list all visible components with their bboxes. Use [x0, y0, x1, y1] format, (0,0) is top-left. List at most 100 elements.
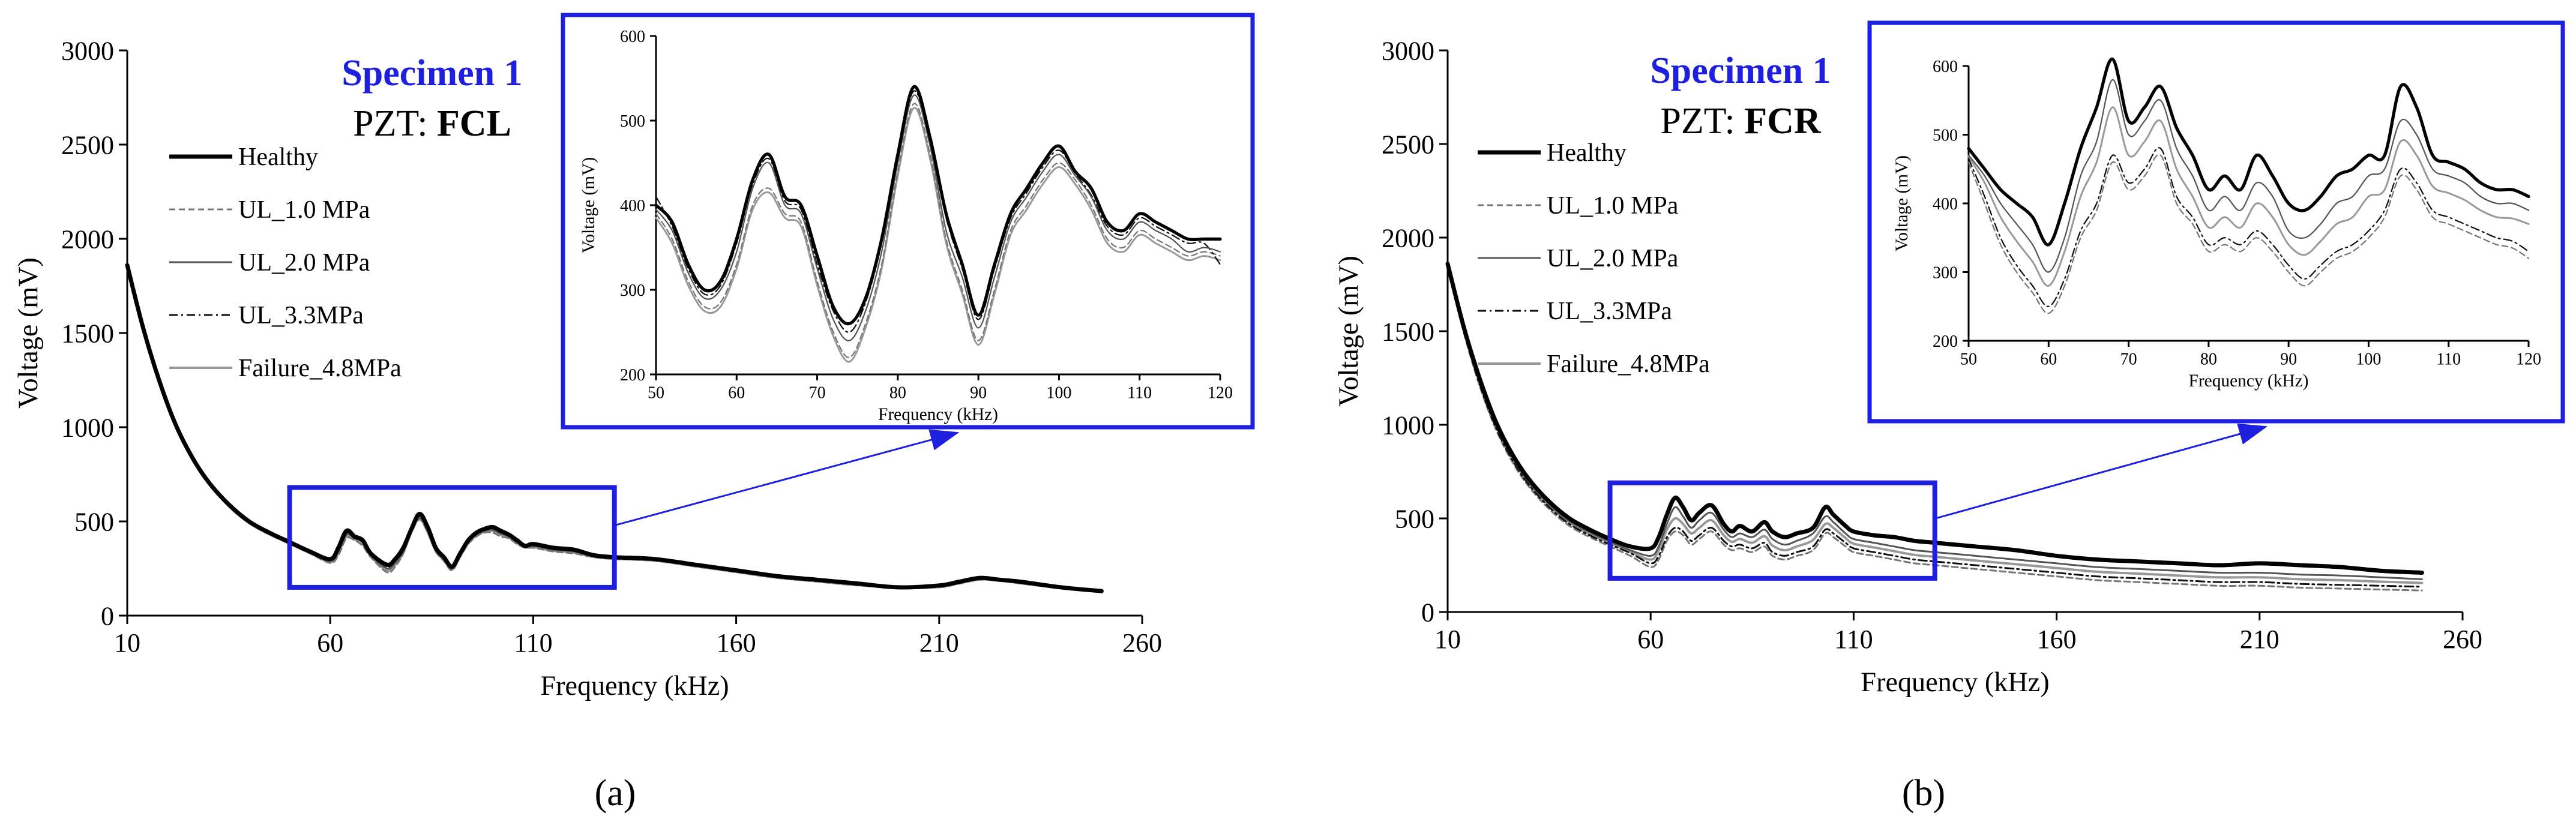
panel-a-inset-x-tick-label: 90	[970, 383, 987, 402]
panel-b-x-tick-label: 10	[1434, 625, 1461, 654]
panel-b-y-tick-label: 3000	[1382, 36, 1434, 65]
panel-b-pzt-name: FCR	[1744, 101, 1822, 142]
panel-b-x-axis-label: Frequency (kHz)	[1861, 667, 2049, 697]
panel-a-inset-y-tick-label: 600	[620, 28, 645, 46]
panel-b-legend-label: Healthy	[1547, 139, 1627, 167]
panel-b-series-failure-4-8mpa	[1446, 264, 2424, 584]
panel-b-legend-label: Failure_4.8MPa	[1547, 350, 1710, 378]
panel-a-pzt-prefix: PZT:	[353, 103, 437, 144]
panel-b-x-tick-label: 60	[1637, 625, 1664, 654]
panel-a-inset-plot: 50 60 70 80 90 100 110 120 200 300 400 500 600 Freque…	[561, 13, 1255, 430]
panel-a-inset-x-tick-label: 80	[889, 383, 906, 402]
panel-b-series-ul-1-0-mpa	[1446, 266, 2423, 592]
panel-b-legend-label: UL_2.0 MPa	[1547, 245, 1679, 272]
panel-b: 10 60 110 160 210 260 0 500 1000 1500 2000 2500 3000…	[1333, 20, 2565, 814]
panel-a-inset-y-tick-label: 400	[620, 197, 645, 215]
panel-a-caption: (a)	[595, 773, 636, 814]
panel-a-legend-label: UL_2.0 MPa	[238, 249, 370, 277]
panel-a-main-plot: 10 60 110 160 210 260 0 500 1000 1500 2000 2500 3000…	[13, 36, 1162, 701]
panel-b-inset-x-tick-label: 50	[1960, 350, 1977, 368]
panel-a-y-tick-label: 1000	[61, 413, 114, 442]
panel-a-pzt-title: PZT: FCL	[353, 103, 511, 144]
panel-b-zoom-highlight-box	[1607, 480, 1937, 581]
panel-a-inset-x-tick-label: 50	[648, 383, 664, 402]
panel-a-inset-x-axis-label: Frequency (kHz)	[878, 405, 998, 424]
panel-b-series-ul-2-0-mpa	[1446, 263, 2423, 580]
panel-a-y-tick-label: 0	[101, 601, 114, 631]
panel-b-inset-series-ul-2-0-mpa	[1967, 79, 2530, 273]
panel-a-zoom-connector-arrow	[614, 429, 960, 527]
panel-a-x-tick-label: 160	[717, 628, 756, 658]
panel-b-x-tick-label: 110	[1834, 625, 1873, 654]
panel-b-main-plot: 10 60 110 160 210 260 0 500 1000 1500 2000 2500 3000…	[1333, 36, 2482, 697]
panel-a-inset-x-tick-label: 70	[809, 383, 826, 402]
panel-b-legend: Healthy UL_1.0 MPa UL_2.0 MPa UL_3.3MPa Fail…	[1478, 139, 1710, 378]
panel-a-y-axis-label: Voltage (mV)	[13, 257, 43, 409]
panel-b-inset-y-tick-label: 500	[1933, 126, 1958, 145]
panel-a-y-tick-label: 2500	[61, 130, 114, 160]
panel-a-y-tick-label: 3000	[61, 36, 114, 65]
panel-a-inset-series-ul-1-0-mpa	[655, 103, 1221, 358]
panel-a: 10 60 110 160 210 260 0 500 1000 1500 2000 2500 3000…	[13, 13, 1255, 814]
panel-b-inset-y-tick-label: 300	[1933, 263, 1958, 282]
panel-b-inset-x-tick-label: 100	[2356, 350, 2381, 368]
panel-a-x-tick-label: 260	[1122, 628, 1162, 658]
panel-a-inset-x-tick-label: 110	[1127, 383, 1152, 402]
panel-b-inset-series-healthy	[1967, 57, 2530, 247]
panel-b-y-tick-label: 1500	[1382, 317, 1434, 346]
panel-a-caption-text: (a)	[595, 773, 636, 814]
panel-b-x-tick-label: 210	[2240, 625, 2280, 654]
panel-b-inset-y-tick-label: 400	[1933, 195, 1958, 214]
panel-b-caption-text: (b)	[1902, 773, 1945, 814]
panel-b-inset-plot: 50 60 70 80 90 100 110 120 200 300 400 500 600 Freque…	[1867, 20, 2565, 424]
panel-b-series-ul-3-3mpa	[1446, 265, 2423, 588]
panel-a-x-tick-label: 60	[317, 628, 343, 658]
panel-a-x-tick-label: 110	[514, 628, 552, 658]
panel-b-legend-label: UL_3.3MPa	[1547, 298, 1672, 325]
panel-a-inset-series-healthy	[654, 85, 1222, 326]
panel-b-inset-y-tick-label: 600	[1933, 58, 1958, 76]
panel-b-x-tick-label: 260	[2443, 625, 2482, 654]
panel-a-inset-y-tick-label: 500	[620, 112, 645, 131]
panel-a-x-axis-label: Frequency (kHz)	[540, 670, 729, 701]
panel-b-inset-frame	[1867, 20, 2565, 424]
panel-b-y-tick-label: 2000	[1382, 223, 1434, 253]
panel-b-inset-y-axis-label: Voltage (mV)	[1892, 155, 1912, 251]
panel-b-inset-series-ul-3-3mpa	[1967, 147, 2530, 307]
panel-b-inset-x-tick-label: 90	[2280, 350, 2297, 368]
panel-a-specimen-title: Specimen 1	[342, 53, 522, 94]
panel-b-zoom-connector-arrow	[1934, 423, 2268, 520]
panel-a-zoom-highlight-box	[287, 485, 617, 590]
panel-b-inset-x-axis-label: Frequency (kHz)	[2189, 371, 2309, 391]
panel-a-y-tick-label: 1500	[61, 319, 114, 348]
panel-b-pzt-prefix: PZT:	[1660, 101, 1744, 142]
panel-a-legend-label: Failure_4.8MPa	[238, 355, 402, 382]
panel-a-legend: Healthy UL_1.0 MPa UL_2.0 MPa UL_3.3MPa Fail…	[169, 143, 402, 382]
panel-a-series-healthy	[125, 263, 1104, 593]
panel-b-inset-x-tick-label: 60	[2040, 350, 2057, 368]
panel-a-inset-series-ul-2-0-mpa	[655, 94, 1221, 341]
panel-b-specimen-title: Specimen 1	[1650, 50, 1831, 91]
panel-a-legend-label: UL_1.0 MPa	[238, 196, 370, 224]
panel-a-pzt-name: FCL	[437, 103, 511, 144]
panel-b-series-healthy	[1445, 262, 2424, 575]
panel-b-caption: (b)	[1902, 773, 1945, 814]
panel-a-inset-x-tick-label: 60	[728, 383, 745, 402]
panel-b-y-tick-label: 500	[1395, 504, 1434, 533]
panel-a-legend-label: UL_3.3MPa	[238, 302, 364, 329]
panel-b-inset-x-tick-label: 120	[2516, 350, 2541, 368]
panel-a-y-tick-label: 2000	[61, 224, 114, 254]
panel-b-inset-series-failure-4-8mpa	[1967, 106, 2530, 287]
panel-b-inset-x-tick-label: 70	[2120, 350, 2137, 368]
panel-a-x-tick-label: 10	[114, 628, 140, 658]
panel-a-inset-series-failure-4-8mpa	[655, 107, 1221, 363]
panel-b-pzt-title: PZT: FCR	[1660, 101, 1822, 142]
panel-a-inset-frame	[561, 13, 1255, 430]
panel-b-inset-y-tick-label: 200	[1933, 332, 1958, 351]
panel-b-x-tick-label: 160	[2037, 625, 2077, 654]
panel-b-y-tick-label: 1000	[1382, 410, 1434, 440]
panel-a-x-tick-label: 210	[919, 628, 959, 658]
panel-b-y-axis-label: Voltage (mV)	[1333, 256, 1364, 407]
panel-b-y-tick-label: 0	[1421, 598, 1434, 627]
